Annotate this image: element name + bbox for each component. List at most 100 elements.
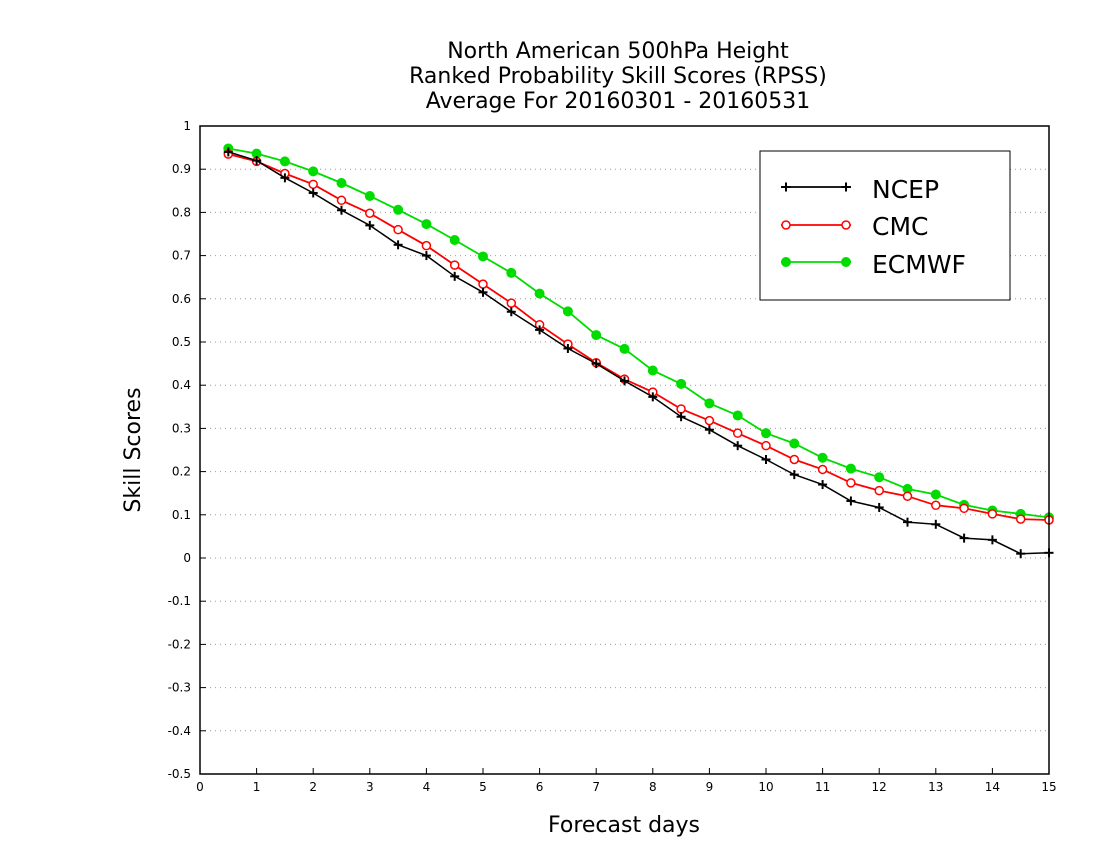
x-tick-label: 7	[592, 780, 600, 794]
plot-frame	[199, 125, 1050, 775]
x-tick-label: 0	[196, 780, 204, 794]
y-tick-label: -0.4	[168, 724, 191, 738]
legend-marker-ncep	[781, 182, 791, 192]
y-tick-label: 0.1	[172, 508, 191, 522]
data-point-ncep	[903, 517, 912, 527]
data-point-ecmwf	[279, 156, 290, 167]
data-point-ncep	[818, 480, 828, 490]
data-point-ecmwf	[761, 428, 771, 439]
x-tick-label: 5	[479, 780, 487, 794]
y-tick-label: 0.5	[172, 335, 191, 349]
data-point-ecmwf	[506, 267, 517, 278]
x-tick-label: 14	[985, 780, 1000, 794]
legend-swatches	[781, 182, 851, 267]
data-point-ncep	[987, 535, 997, 545]
data-point-ecmwf	[478, 251, 488, 262]
data-point-cmc	[336, 195, 347, 206]
data-point-cmc	[478, 279, 488, 289]
legend-marker-ecmwf	[841, 257, 851, 267]
series-ncep	[223, 147, 1054, 559]
data-point-ecmwf	[619, 343, 630, 354]
legend-label-ecmwf: ECMWF	[872, 250, 966, 279]
data-point-ncep	[846, 496, 856, 506]
data-point-ecmwf	[336, 178, 347, 189]
data-point-ecmwf	[393, 204, 404, 215]
data-point-ncep	[761, 455, 771, 465]
axis-ticks: -0.5 -0.4 -0.3 -0.2 -0.1 0 0.1 0.2 0.3 0.4 0.5 0.6 0…	[168, 119, 1057, 794]
data-point-cmc	[902, 491, 913, 501]
x-tick-label: 8	[649, 780, 657, 794]
data-point-ecmwf	[421, 219, 432, 230]
data-point-ncep	[789, 470, 799, 480]
data-point-cmc	[959, 503, 969, 514]
data-point-ecmwf	[732, 410, 743, 421]
data-point-ecmwf	[534, 288, 545, 299]
data-point-ncep	[733, 441, 743, 451]
data-point-ecmwf	[874, 472, 885, 483]
y-tick-label: -0.1	[168, 594, 191, 608]
data-point-ncep	[1016, 549, 1026, 559]
data-point-cmc	[1015, 514, 1026, 524]
data-point-cmc	[393, 224, 403, 235]
x-tick-label: 3	[366, 780, 374, 794]
legend-marker-cmc	[841, 220, 851, 230]
data-point-ncep	[450, 271, 460, 281]
data-point-ecmwf	[789, 438, 800, 449]
y-tick-label: -0.5	[168, 767, 191, 781]
x-axis-label: Forecast days	[548, 813, 700, 838]
data-point-ecmwf	[930, 489, 941, 500]
data-point-ncep	[365, 220, 375, 230]
data-point-ecmwf	[562, 306, 573, 317]
data-point-ncep	[959, 533, 969, 543]
x-tick-label: 10	[758, 780, 773, 794]
y-tick-label: 0	[183, 551, 191, 565]
legend-marker-ecmwf	[781, 257, 791, 267]
data-point-cmc	[506, 298, 517, 308]
x-tick-label: 6	[536, 780, 544, 794]
legend-label-ncep: NCEP	[872, 175, 939, 204]
x-tick-label: 4	[423, 780, 431, 794]
y-tick-label: 0.4	[172, 378, 191, 392]
data-point-cmc	[789, 454, 800, 465]
data-point-ncep	[874, 502, 884, 512]
data-point-cmc	[449, 260, 460, 270]
data-point-ecmwf	[676, 378, 687, 389]
data-point-ncep	[223, 147, 233, 157]
data-point-ncep	[704, 425, 714, 435]
data-point-cmc	[704, 415, 715, 426]
data-point-cmc	[732, 428, 743, 438]
data-point-ncep	[563, 343, 573, 353]
y-tick-label: 0.7	[172, 249, 191, 263]
data-point-ecmwf	[364, 190, 375, 201]
y-tick-label: 1	[183, 119, 191, 133]
data-point-ncep	[308, 188, 318, 198]
y-tick-label: -0.3	[168, 681, 191, 695]
series-layer	[223, 143, 1054, 559]
y-tick-label: 0.6	[172, 292, 191, 306]
data-point-ncep	[280, 173, 290, 183]
y-tick-label: 0.3	[172, 421, 191, 435]
x-tick-label: 15	[1041, 780, 1056, 794]
y-tick-label: 0.8	[172, 205, 191, 219]
data-point-ecmwf	[647, 365, 658, 376]
legend-marker-cmc	[781, 220, 791, 230]
data-point-ecmwf	[704, 398, 715, 409]
chart-title-line-1: North American 500hPa Height	[447, 39, 789, 64]
x-tick-label: 12	[872, 780, 887, 794]
chart-title-line-3: Average For 20160301 - 20160531	[426, 89, 811, 114]
legend-marker-ncep	[841, 182, 851, 192]
data-point-ncep	[620, 376, 629, 386]
data-point-cmc	[874, 485, 884, 496]
y-axis-label: Skill Scores	[121, 387, 146, 512]
data-point-ncep	[931, 519, 941, 529]
data-point-ncep	[421, 251, 431, 261]
data-point-cmc	[365, 208, 375, 219]
x-tick-label: 2	[309, 780, 317, 794]
chart-title-line-2: Ranked Probability Skill Scores (RPSS)	[409, 64, 827, 89]
x-tick-label: 13	[928, 780, 943, 794]
data-point-cmc	[846, 478, 856, 488]
legend-label-cmc: CMC	[872, 212, 928, 241]
data-point-cmc	[761, 440, 771, 451]
data-point-ecmwf	[591, 330, 602, 341]
